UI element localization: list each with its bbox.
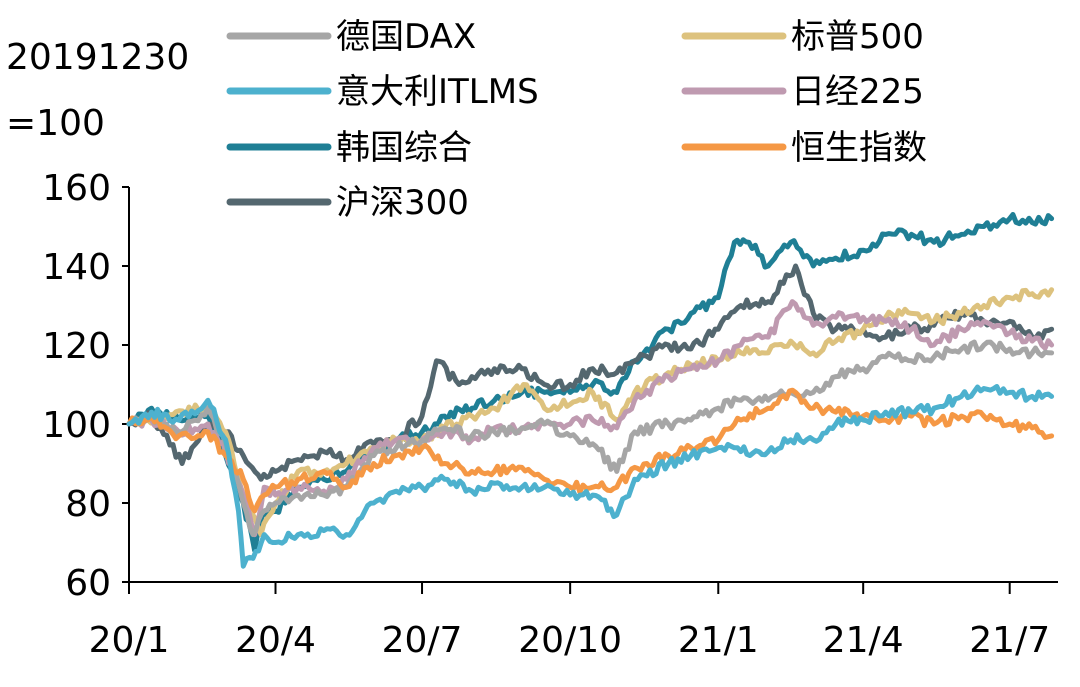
y-tick-label: 60 [65, 563, 111, 604]
y-tick-label: 120 [42, 326, 111, 367]
legend-label: 德国DAX [336, 17, 476, 57]
series-line [126, 263, 1055, 482]
x-tick-label: 20/1 [89, 620, 170, 661]
series-line [126, 299, 1055, 538]
legend-label: 标普500 [791, 17, 924, 57]
x-tick-label: 20/4 [235, 620, 316, 661]
legend-label: 日经225 [791, 72, 924, 112]
y-tick-label: 160 [42, 168, 111, 209]
legend-label: 韩国综合 [336, 128, 472, 168]
legend-label: 沪深300 [336, 183, 469, 223]
x-tick-label: 21/7 [969, 620, 1050, 661]
y-tick-label: 100 [42, 405, 111, 446]
legend-label: 恒生指数 [791, 128, 927, 168]
y-tick-label: 80 [65, 484, 111, 525]
base-date-note: 20191230 [6, 37, 190, 78]
y-tick-label: 140 [42, 247, 111, 288]
base-value-note: =100 [6, 103, 105, 144]
series-line [126, 339, 1055, 538]
series-line [126, 384, 1055, 569]
legend-label: 意大利ITLMS [336, 72, 539, 112]
x-tick-label: 20/7 [382, 620, 463, 661]
x-tick-label: 21/1 [678, 620, 759, 661]
x-tick-label: 20/10 [518, 620, 622, 661]
x-tick-label: 21/4 [823, 620, 904, 661]
series-line [126, 387, 1055, 514]
